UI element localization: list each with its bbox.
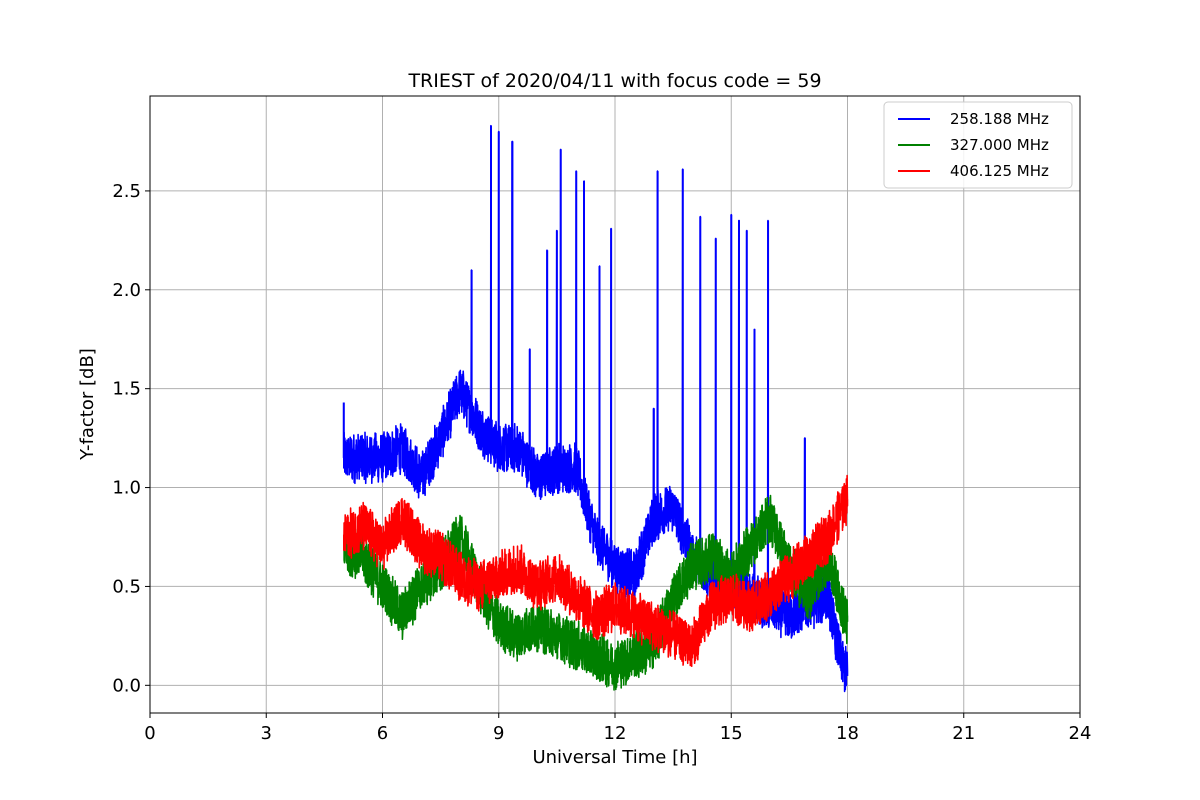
x-tick-label: 24 [1069,723,1092,744]
series-line [343,474,849,667]
x-tick-label: 12 [604,723,627,744]
x-axis-label: Universal Time [h] [532,747,697,768]
y-axis-label: Y-factor [dB] [77,348,98,461]
y-tick-label: 2.0 [112,280,141,301]
legend-box [883,101,1073,189]
y-tick-label: 1.5 [112,379,141,400]
legend-label: 406.125 MHz [950,162,1049,180]
x-tick-label: 0 [144,723,155,744]
chart-title: TRIEST of 2020/04/11 with focus code = 5… [407,70,821,92]
legend-label: 258.188 MHz [950,110,1049,128]
x-tick-label: 15 [720,723,743,744]
x-tick-label: 21 [952,723,975,744]
x-tick-label: 18 [836,723,859,744]
x-tick-label: 3 [261,723,272,744]
x-tick-label: 6 [377,723,388,744]
y-tick-label: 1.0 [112,478,141,499]
y-tick-label: 0.5 [112,576,141,597]
y-tick-label: 2.5 [112,181,141,202]
axis-ticks: 0 3 6 9 12 15 18 21 24 0.0 0.5 1.0 1.5 2.0 2.5 [112,181,1091,744]
plot-series [342,124,849,693]
legend-label: 327.000 MHz [950,136,1049,154]
x-tick-label: 9 [493,723,504,744]
y-tick-label: 0.0 [112,675,141,696]
legend: 258.188 MHz 327.000 MHz 406.125 MHz [883,101,1073,189]
